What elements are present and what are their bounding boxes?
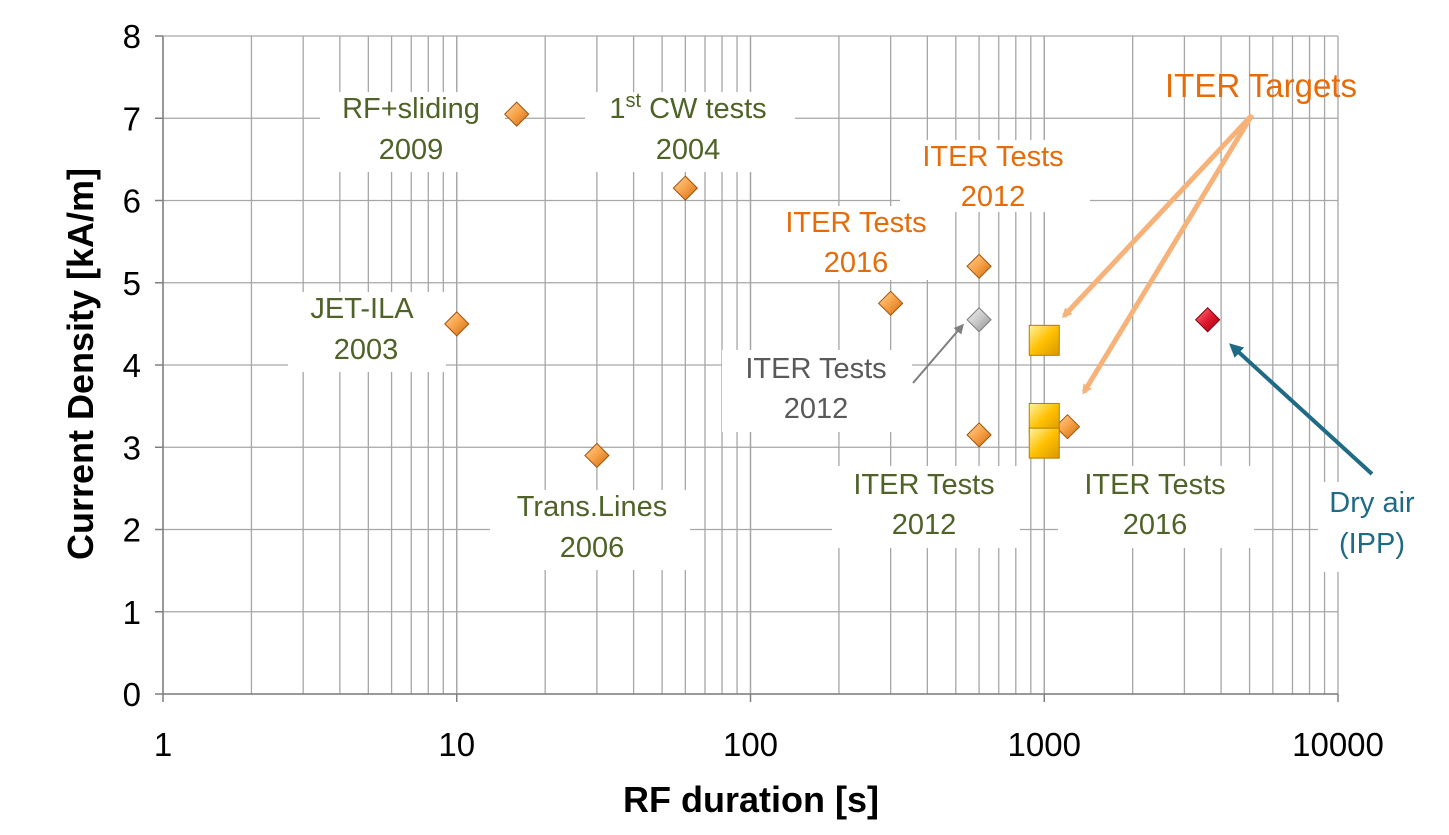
annot-rf-sliding-year: 2009 <box>379 134 444 166</box>
x-tick-label: 1 <box>154 726 172 763</box>
diamond-orange-point <box>966 253 992 280</box>
diamond-gray-point <box>966 307 992 333</box>
annot-iter-2012-gray-year: 2012 <box>784 393 849 425</box>
x-tick-label: 1000 <box>1008 726 1081 763</box>
annot-dry-air: Dry air <box>1329 487 1415 519</box>
y-tick-label: 3 <box>123 429 141 466</box>
annot-iter-2012-orange-year: 2012 <box>961 181 1026 213</box>
annot-iter-2016-olive-year: 2016 <box>1123 509 1188 541</box>
annot-rf-sliding: RF+sliding <box>342 93 480 125</box>
annot-cw-tests: 1st CW tests <box>609 90 766 125</box>
diamond-orange-point <box>672 175 699 201</box>
annotations: RF+sliding 2009 1st CW tests 2004 JET-IL… <box>288 67 1428 572</box>
annot-iter-2012-olive-year: 2012 <box>892 509 957 541</box>
y-tick-label: 8 <box>123 18 141 55</box>
annot-trans-lines: Trans.Lines <box>517 491 667 523</box>
annot-bg <box>832 466 1020 548</box>
diamond-orange-point <box>444 311 470 337</box>
annot-bg <box>900 140 1090 212</box>
annot-iter-2012-orange: ITER Tests <box>922 141 1063 173</box>
annot-iter-2012-olive: ITER Tests <box>853 469 994 501</box>
x-tick-label: 10000 <box>1292 726 1384 763</box>
diamond-red-point <box>1194 307 1221 333</box>
x-axis-title: RF duration [s] <box>623 779 879 820</box>
y-tick-label: 6 <box>123 183 141 220</box>
annot-jet-ila-year: 2003 <box>334 334 399 366</box>
diamond-orange-point <box>966 422 992 448</box>
y-tick-label: 2 <box>123 512 141 549</box>
square-yellow-point <box>1028 427 1060 459</box>
target-arrow <box>1061 113 1254 319</box>
gray-arrow <box>912 323 964 384</box>
diamond-orange-point <box>877 290 904 317</box>
target-arrow <box>1081 113 1255 395</box>
annot-trans-lines-year: 2006 <box>560 532 625 564</box>
annot-cw-tests-year: 2004 <box>656 134 721 166</box>
diamond-orange-point <box>584 442 610 469</box>
y-tick-label: 1 <box>123 594 141 631</box>
y-tick-label: 7 <box>123 100 141 137</box>
annot-bg <box>722 350 912 432</box>
annot-bg <box>320 92 505 172</box>
annot-bg <box>490 490 690 570</box>
data-points <box>444 101 1221 469</box>
y-tick-label: 4 <box>123 347 141 384</box>
annot-bg <box>288 292 446 372</box>
x-tick-label: 10 <box>438 726 475 763</box>
annot-dry-air-ipp: (IPP) <box>1339 528 1405 560</box>
teal-arrow <box>1229 343 1374 476</box>
x-tick-label: 100 <box>723 726 778 763</box>
axes <box>155 35 1339 702</box>
annot-bg <box>585 92 795 172</box>
annot-bg <box>1058 466 1254 548</box>
diamond-orange-point <box>504 101 530 127</box>
annot-iter-2016-orange: ITER Tests <box>785 207 926 239</box>
annot-bg <box>762 206 950 280</box>
y-tick-label: 5 <box>123 265 141 302</box>
y-axis-title: Current Density [kA/m] <box>60 168 101 560</box>
annot-iter-targets: ITER Targets <box>1165 67 1357 104</box>
annot-iter-2012-gray: ITER Tests <box>745 353 886 385</box>
annot-iter-2016-orange-year: 2016 <box>824 247 889 279</box>
annot-bg <box>1318 482 1428 572</box>
annot-jet-ila: JET-ILA <box>310 293 414 325</box>
y-tick-label: 0 <box>123 676 141 713</box>
annot-iter-2016-olive: ITER Tests <box>1084 469 1225 501</box>
square-yellow-point <box>1028 324 1060 356</box>
